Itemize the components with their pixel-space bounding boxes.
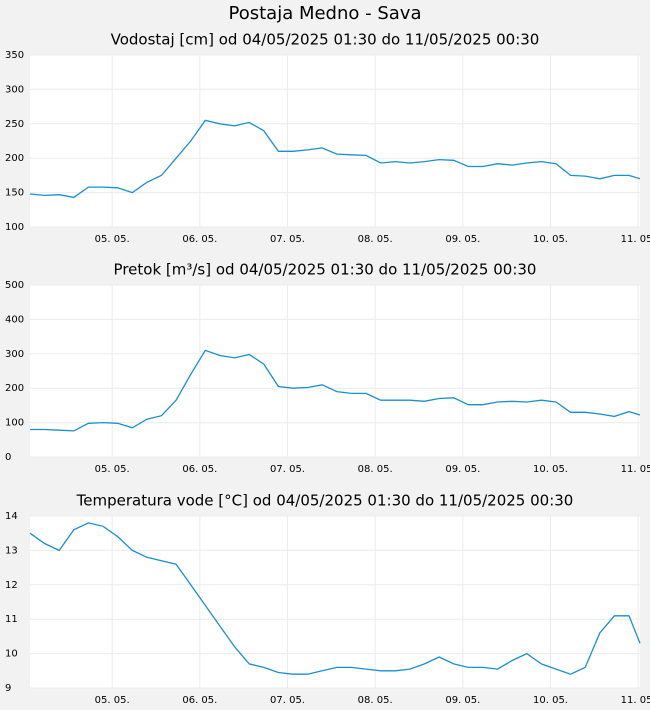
chart-title: Pretok [m³/s] od 04/05/2025 01:30 do 11/…: [114, 261, 537, 279]
x-tick-label: 08. 05.: [358, 464, 393, 475]
y-tick-label: 14: [5, 511, 18, 522]
y-tick-label: 350: [5, 50, 24, 61]
x-tick-label: 06. 05.: [182, 695, 217, 706]
y-tick-label: 12: [5, 580, 18, 591]
x-tick-label: 11. 05.: [621, 234, 650, 245]
x-tick-label: 07. 05.: [270, 234, 305, 245]
x-tick-label: 09. 05.: [445, 695, 480, 706]
x-tick-label: 08. 05.: [358, 234, 393, 245]
y-tick-label: 11: [5, 614, 18, 625]
chart-title: Vodostaj [cm] od 04/05/2025 01:30 do 11/…: [111, 31, 540, 49]
y-tick-label: 300: [5, 84, 24, 95]
x-tick-label: 11. 05.: [621, 464, 650, 475]
y-tick-label: 200: [5, 383, 24, 394]
y-tick-label: 100: [5, 418, 24, 429]
y-tick-label: 400: [5, 314, 24, 325]
y-tick-label: 100: [5, 222, 24, 233]
plot-area: [30, 285, 640, 457]
page-title: Postaja Medno - Sava: [229, 3, 422, 24]
y-tick-label: 500: [5, 280, 24, 291]
x-tick-label: 06. 05.: [182, 234, 217, 245]
x-tick-label: 09. 05.: [445, 464, 480, 475]
x-tick-label: 05. 05.: [95, 234, 130, 245]
y-tick-label: 9: [5, 683, 11, 694]
x-tick-label: 10. 05.: [533, 234, 568, 245]
x-tick-label: 05. 05.: [95, 695, 130, 706]
data-line: [30, 349, 641, 432]
y-tick-label: 10: [5, 649, 18, 660]
x-tick-label: 09. 05.: [445, 234, 480, 245]
data-line: [29, 119, 641, 199]
data-line: [29, 522, 641, 675]
x-tick-label: 10. 05.: [533, 464, 568, 475]
x-tick-label: 11. 05.: [621, 695, 650, 706]
y-tick-label: 300: [5, 349, 24, 360]
x-tick-label: 10. 05.: [533, 695, 568, 706]
plot-area: [30, 55, 640, 227]
y-tick-label: 200: [5, 153, 24, 164]
x-tick-label: 07. 05.: [270, 695, 305, 706]
x-tick-label: 06. 05.: [182, 464, 217, 475]
y-tick-label: 13: [5, 545, 18, 556]
chart-title: Temperatura vode [°C] od 04/05/2025 01:3…: [76, 492, 574, 510]
y-tick-label: 0: [5, 452, 11, 463]
x-tick-label: 08. 05.: [358, 695, 393, 706]
plot-area: [30, 516, 640, 688]
y-tick-label: 250: [5, 119, 24, 130]
y-tick-label: 150: [5, 188, 24, 199]
x-tick-label: 05. 05.: [95, 464, 130, 475]
x-tick-label: 07. 05.: [270, 464, 305, 475]
